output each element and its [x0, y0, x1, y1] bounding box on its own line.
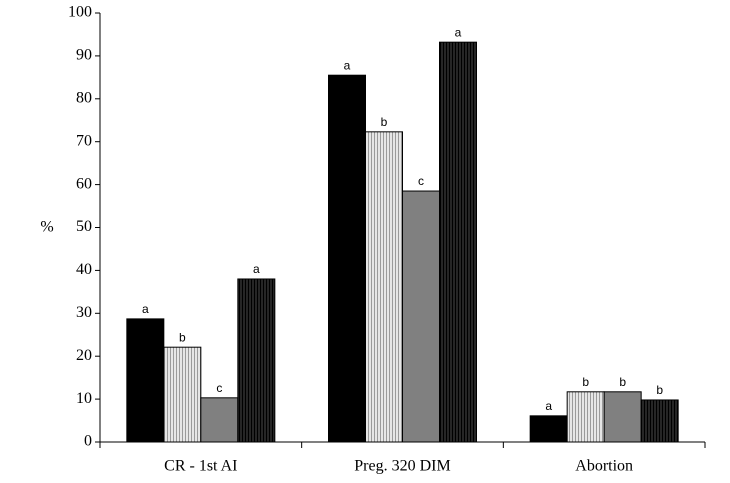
- significance-letter: c: [418, 174, 424, 188]
- y-axis-label: %: [40, 219, 53, 236]
- significance-letter: b: [656, 383, 663, 397]
- bar: [640, 399, 679, 443]
- bar: [603, 391, 642, 443]
- y-tick-label: 10: [76, 390, 92, 407]
- bar: [566, 391, 605, 443]
- significance-letter: a: [142, 302, 149, 316]
- bar: [200, 397, 239, 443]
- significance-letter: a: [344, 58, 351, 72]
- bar: [365, 131, 403, 443]
- y-tick-label: 60: [76, 175, 92, 192]
- significance-letter: b: [619, 375, 626, 389]
- significance-letter: b: [582, 375, 589, 389]
- significance-letter: a: [455, 25, 462, 39]
- significance-letter: c: [216, 381, 222, 395]
- x-tick-label: Preg. 320 DIM: [354, 458, 450, 475]
- y-tick-label: 80: [76, 89, 92, 106]
- y-tick-label: 70: [76, 132, 92, 149]
- bar: [402, 190, 440, 443]
- bar: [328, 74, 366, 443]
- bar: [439, 41, 477, 443]
- bar: [126, 318, 165, 443]
- x-tick-label: Abortion: [575, 458, 633, 475]
- y-tick-label: 40: [76, 261, 92, 278]
- y-tick-label: 90: [76, 47, 92, 64]
- bar: [529, 415, 568, 443]
- y-tick-label: 50: [76, 218, 92, 235]
- bar: [163, 346, 202, 443]
- y-tick-label: 100: [68, 4, 92, 21]
- bar: [237, 278, 276, 443]
- significance-letter: a: [545, 399, 552, 413]
- y-tick-label: 20: [76, 347, 92, 364]
- y-tick-label: 30: [76, 304, 92, 321]
- y-tick-label: 0: [84, 433, 92, 450]
- significance-letter: a: [253, 262, 260, 276]
- x-tick-label: CR - 1st AI: [164, 458, 237, 475]
- significance-letter: b: [179, 330, 186, 344]
- significance-letter: b: [381, 115, 388, 129]
